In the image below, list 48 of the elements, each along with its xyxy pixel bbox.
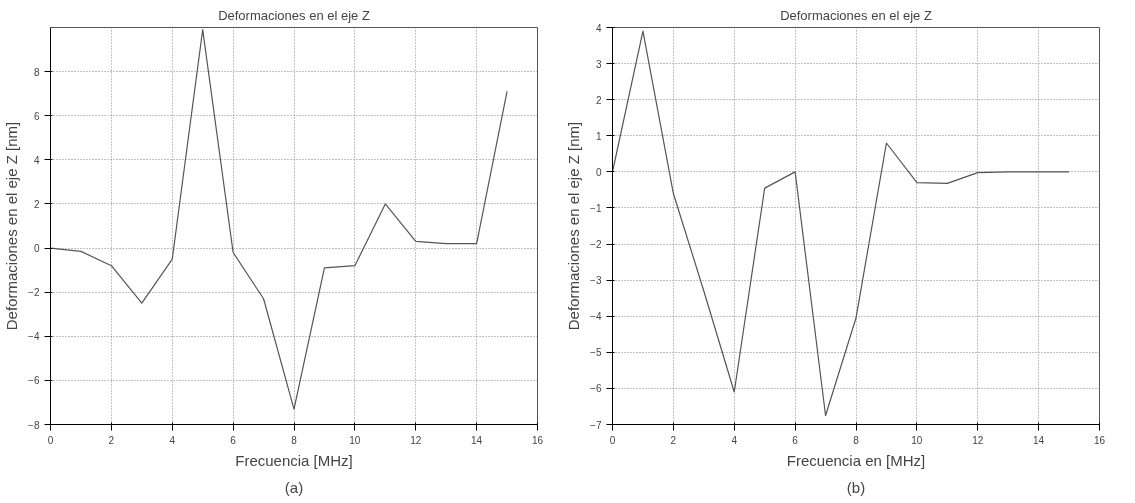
y-tick-label: 6: [33, 110, 40, 122]
y-tick-label: 3: [595, 58, 602, 70]
x-tick-label: 14: [1033, 434, 1045, 446]
y-tick-label: −2: [590, 239, 602, 251]
chart-title: Deformaciones en el eje Z: [780, 7, 932, 23]
y-tick-label: −1: [590, 202, 602, 214]
line-series: [612, 30, 1070, 417]
chart-title: Deformaciones en el eje Z: [218, 7, 370, 23]
x-tick-label: 16: [531, 434, 544, 446]
x-tick-label: 2: [108, 434, 115, 446]
x-tick-label: 8: [853, 434, 860, 446]
y-tick-label: −5: [590, 347, 602, 359]
text: (a): [284, 478, 304, 496]
x-tick-label: 12: [410, 434, 422, 446]
x-tick-label: 4: [169, 434, 176, 446]
y-tick-label: −2: [28, 287, 40, 299]
y-tick-label: 2: [33, 198, 40, 210]
y-tick-label: 4: [595, 22, 602, 34]
y-tick-label: 0: [33, 243, 40, 255]
y-tick-label: 2: [595, 94, 602, 106]
y-tick-label: 4: [33, 154, 40, 166]
x-axis-title: Frecuencia en [MHz]: [786, 451, 926, 469]
y-axis-title: Deformaciones en el eje Z [nm]: [3, 121, 21, 331]
y-tick-label: −3: [590, 275, 602, 287]
y-tick-label: 0: [595, 166, 602, 178]
x-tick-label: 0: [609, 434, 616, 446]
y-tick-label: −4: [28, 331, 40, 343]
x-tick-label: 6: [230, 434, 237, 446]
x-tick-label: 0: [47, 434, 54, 446]
x-tick-label: 16: [1093, 434, 1106, 446]
y-tick-label: −7: [590, 419, 602, 431]
y-tick-label: 8: [33, 66, 40, 78]
x-tick-label: 4: [731, 434, 738, 446]
y-tick-label: −6: [590, 383, 602, 395]
x-tick-label: 10: [911, 434, 923, 446]
x-tick-label: 12: [972, 434, 984, 446]
x-axis-title: Frecuencia [MHz]: [235, 451, 353, 469]
x-tick-label: 8: [291, 434, 298, 446]
y-tick-label: −8: [28, 419, 40, 431]
y-axis-title: Deformaciones en el eje Z [nm]: [565, 121, 583, 331]
y-tick-label: −6: [28, 375, 40, 387]
text: (b): [846, 478, 866, 496]
y-tick-label: −4: [590, 311, 602, 323]
x-tick-label: 14: [471, 434, 483, 446]
x-tick-label: 6: [792, 434, 799, 446]
x-tick-label: 10: [349, 434, 361, 446]
x-tick-label: 2: [670, 434, 677, 446]
y-tick-label: 1: [595, 130, 602, 142]
